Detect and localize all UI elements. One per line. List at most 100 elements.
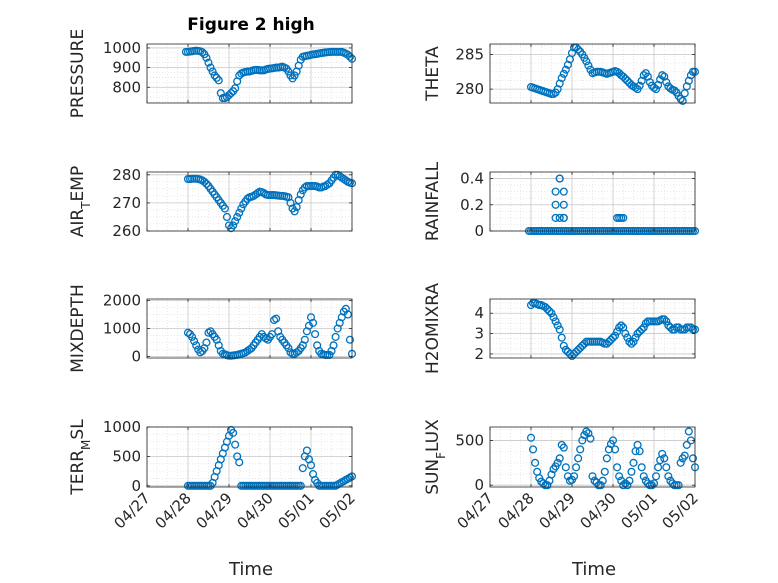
data-point <box>531 458 540 467</box>
data-point <box>555 325 564 334</box>
y-tick-label: 4 <box>474 304 484 322</box>
data-point <box>621 329 630 338</box>
data-point <box>586 434 595 443</box>
data-point <box>551 317 560 326</box>
data-point <box>311 330 320 339</box>
data-point <box>631 333 640 342</box>
data-point <box>231 217 240 226</box>
data-point <box>674 481 683 490</box>
y-axis-label: MIXDEPTH <box>68 284 88 373</box>
data-point <box>604 337 613 346</box>
data-point <box>561 463 570 472</box>
axes-box <box>146 171 353 232</box>
data-point <box>290 71 299 80</box>
data-point <box>574 345 583 354</box>
data-point <box>678 96 687 105</box>
data-point <box>688 454 697 463</box>
data-point <box>292 348 301 357</box>
y-axis-label: RAINFALL <box>423 161 443 241</box>
data-point <box>290 207 299 216</box>
data-point <box>664 472 673 481</box>
data-point <box>680 89 689 98</box>
subplot-mixdepth: 0 1000 2000 MIXDEPTH <box>68 284 357 373</box>
data-point <box>235 458 244 467</box>
data-point <box>547 309 556 318</box>
data-point <box>569 472 579 481</box>
axes-box <box>489 426 696 488</box>
data-point <box>610 331 620 340</box>
data-point <box>666 323 675 332</box>
data-point <box>584 429 593 438</box>
y-tick-label: 0 <box>131 477 141 495</box>
x-tick-label: 04/28 <box>495 489 538 532</box>
data-point <box>253 189 262 198</box>
data-point <box>574 45 583 54</box>
data-point <box>682 440 691 449</box>
data-point <box>559 69 568 78</box>
data-point <box>272 314 281 323</box>
data-point <box>627 467 636 476</box>
data-point <box>602 454 611 463</box>
y-tick-label: 1000 <box>103 418 141 436</box>
axes-box <box>489 298 696 359</box>
y-tick-label: 0 <box>474 476 484 494</box>
data-point <box>300 335 309 344</box>
y-tick-label: 270 <box>112 194 141 212</box>
y-axis-label: SUNFLUX <box>423 419 448 495</box>
data-point <box>680 451 689 460</box>
axes-box <box>489 171 696 232</box>
y-tick-label: 280 <box>455 80 484 98</box>
y-tick-label: 0 <box>131 348 141 366</box>
data-point <box>559 341 568 350</box>
y-tick-label: 500 <box>112 447 141 465</box>
data-point <box>615 323 624 332</box>
x-tick-label: 04/30 <box>577 489 620 532</box>
y-tick-label: 0.4 <box>460 170 484 188</box>
data-point <box>190 337 199 346</box>
data-point <box>623 481 632 490</box>
data-point <box>229 221 238 230</box>
data-point <box>637 463 646 472</box>
y-tick-label: 1000 <box>103 320 141 338</box>
x-tick-label: 04/30 <box>234 489 277 532</box>
data-point <box>292 203 301 212</box>
data-point <box>604 445 613 454</box>
data-point <box>323 180 332 189</box>
data-point <box>572 347 581 356</box>
data-point <box>284 67 293 76</box>
data-point <box>639 71 648 80</box>
y-tick-label: 800 <box>112 78 141 96</box>
data-point <box>666 84 675 93</box>
data-point <box>569 349 579 358</box>
data-point <box>204 58 213 67</box>
x-tick-label: 05/01 <box>275 489 318 532</box>
data-point <box>206 63 215 72</box>
x-axis-label-right: Time <box>571 559 616 580</box>
data-point <box>196 348 205 357</box>
data-point <box>183 328 193 337</box>
data-point <box>202 338 211 347</box>
data-point <box>204 328 213 337</box>
data-point <box>559 443 568 452</box>
data-point <box>551 200 560 209</box>
y-axis-label: THETA <box>423 46 443 102</box>
data-point <box>231 440 240 449</box>
data-point <box>629 337 638 346</box>
data-point <box>284 344 293 353</box>
data-point <box>528 445 538 454</box>
data-point <box>235 208 244 217</box>
data-point <box>582 427 591 436</box>
data-point <box>555 454 564 463</box>
data-point <box>590 476 599 485</box>
data-point <box>202 53 211 62</box>
x-tick-label: 05/01 <box>618 489 661 532</box>
data-point <box>561 65 570 74</box>
data-point <box>559 187 568 196</box>
y-tick-label: 3 <box>474 325 484 343</box>
data-point <box>296 481 305 490</box>
data-point <box>617 321 626 330</box>
data-point <box>639 472 648 481</box>
y-tick-label: 1000 <box>103 39 141 57</box>
